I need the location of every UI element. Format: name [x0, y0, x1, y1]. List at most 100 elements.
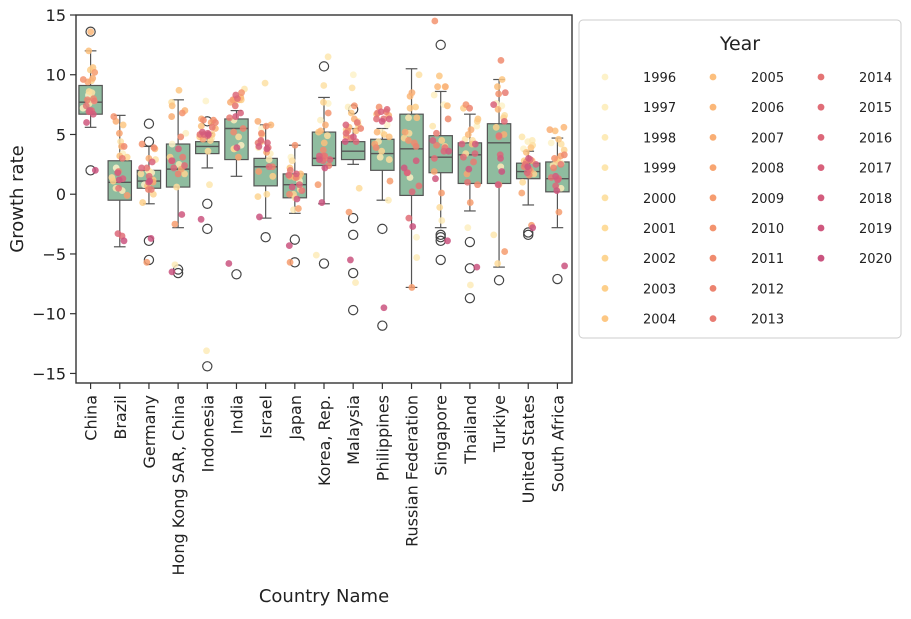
data-point [168, 157, 176, 165]
data-point [529, 224, 537, 232]
x-tick-label: Philippines [373, 395, 392, 481]
legend-label: 1996 [643, 71, 676, 86]
data-point [120, 237, 128, 245]
data-point [254, 193, 262, 201]
x-tick-label: Korea, Rep. [315, 395, 334, 486]
legend-marker [709, 285, 717, 292]
data-point [206, 181, 213, 189]
legend-marker [709, 73, 717, 81]
data-point [168, 113, 176, 120]
data-point [324, 132, 331, 140]
data-point [466, 281, 474, 289]
strip-points-layer [79, 17, 568, 355]
data-point [320, 139, 328, 147]
data-point [432, 175, 439, 183]
x-tick-label: South Africa [548, 395, 567, 492]
y-tick-label: 5 [56, 125, 66, 144]
data-point [518, 189, 526, 197]
data-point [316, 156, 323, 163]
data-point [257, 137, 265, 144]
data-point [79, 76, 87, 83]
data-point [501, 248, 509, 255]
data-point [226, 114, 233, 122]
legend-label: 2004 [643, 313, 676, 328]
outlier-point [552, 273, 563, 285]
data-point [120, 143, 128, 150]
data-point [345, 208, 353, 216]
data-point [168, 140, 176, 148]
y-axis-label: Growth rate [7, 145, 28, 252]
data-point [238, 89, 245, 97]
data-point [465, 165, 473, 173]
data-point [288, 183, 296, 191]
data-point [123, 192, 131, 199]
data-point [442, 83, 449, 91]
legend-label: 2006 [751, 101, 784, 116]
outlier-point [377, 320, 388, 331]
data-point [433, 141, 440, 149]
data-point [430, 168, 438, 175]
data-point [433, 129, 440, 137]
legend-marker [601, 103, 609, 111]
legend-label: 1999 [643, 162, 676, 177]
data-point [235, 133, 242, 141]
outlier-point [202, 198, 213, 209]
data-point [560, 123, 568, 131]
data-point [474, 181, 481, 189]
data-point [444, 237, 451, 245]
data-point [84, 96, 91, 104]
data-point [401, 128, 409, 136]
data-point [89, 74, 97, 82]
outlier-point [289, 234, 301, 245]
data-point [326, 156, 334, 163]
data-point [347, 256, 354, 264]
data-point [264, 139, 271, 147]
data-point [495, 90, 503, 98]
x-tick-label: Thailand [461, 395, 480, 465]
data-point [494, 181, 502, 189]
data-point [237, 109, 244, 117]
legend-marker [709, 194, 717, 202]
data-point [466, 104, 473, 112]
data-point [438, 137, 446, 144]
data-point [320, 82, 328, 89]
data-point [324, 53, 332, 61]
x-axis: China Brazil Germany Hong Kong SAR, China In… [82, 383, 567, 575]
data-point [90, 97, 98, 105]
data-point [291, 141, 299, 149]
data-point [179, 153, 187, 161]
legend-marker [601, 315, 609, 322]
outlier-point [347, 212, 359, 224]
data-point [551, 127, 559, 135]
legend-label: 2008 [751, 162, 784, 177]
legend-marker [817, 164, 825, 172]
legend-marker [709, 224, 717, 232]
legend-marker [709, 103, 717, 111]
outlier-point [464, 236, 476, 248]
data-point [383, 121, 391, 129]
data-point [171, 220, 179, 228]
data-point [168, 268, 176, 276]
data-point [181, 170, 188, 178]
data-point [474, 115, 482, 123]
data-point [518, 133, 526, 141]
outlier-point [435, 254, 446, 266]
data-point [490, 231, 498, 239]
data-point [269, 172, 277, 180]
legend-marker [709, 164, 717, 172]
data-point [115, 176, 123, 184]
data-point [114, 230, 122, 238]
data-point [445, 147, 453, 155]
legend-marker [817, 134, 825, 141]
data-point [405, 214, 413, 222]
legend-label: 2002 [643, 252, 676, 267]
data-point [175, 86, 183, 94]
legend-label: 2003 [643, 282, 676, 297]
x-tick-label: Turkiye [490, 395, 509, 453]
legend-marker [601, 194, 609, 202]
outlier-point [202, 361, 213, 372]
legend-label: 2015 [859, 101, 892, 116]
data-point [239, 125, 247, 132]
data-point [408, 188, 416, 196]
data-point [139, 199, 147, 206]
